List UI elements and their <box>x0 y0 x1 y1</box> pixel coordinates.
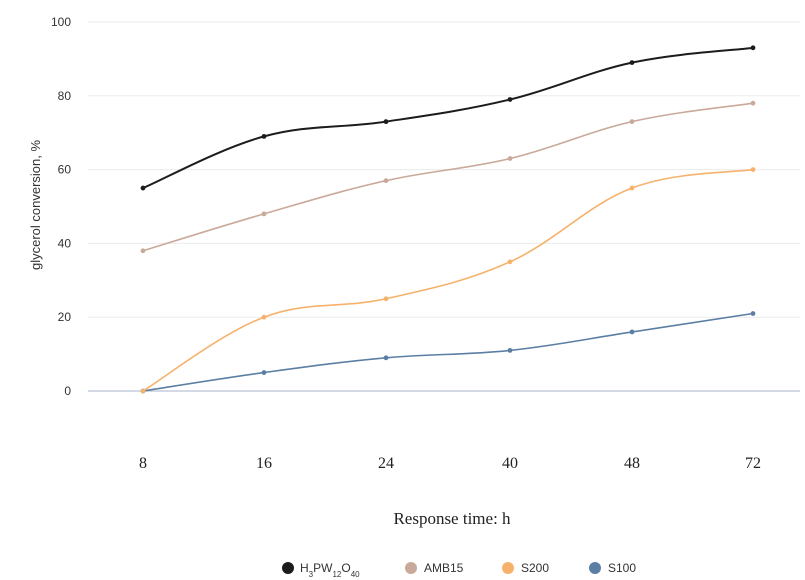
data-point-s200 <box>140 388 146 394</box>
x-tick-label: 72 <box>745 455 761 472</box>
x-tick-label: 24 <box>378 455 394 472</box>
legend-marker <box>589 562 601 574</box>
y-axis-ticks: 0 20 40 60 80 100 <box>51 15 71 398</box>
data-point-s100 <box>261 370 267 375</box>
data-point-h3pw12o40 <box>140 185 146 191</box>
x-axis-title: Response time: h <box>393 509 511 528</box>
data-point-amb15 <box>383 178 389 184</box>
y-tick-label: 100 <box>51 15 71 29</box>
data-point-s100 <box>750 311 756 316</box>
x-tick-label: 16 <box>256 455 272 472</box>
series-line-s200 <box>142 168 754 392</box>
legend-label: S100 <box>608 561 636 575</box>
data-point-h3pw12o40 <box>507 97 513 102</box>
y-axis-title: glycerol conversion, % <box>28 140 43 270</box>
legend-label: S200 <box>521 561 549 575</box>
data-point-s200 <box>507 259 513 265</box>
series-line-h3pw12o40 <box>142 46 754 189</box>
data-point-s200 <box>629 185 635 191</box>
x-tick-label: 40 <box>502 455 518 472</box>
series-line-s100 <box>142 312 754 392</box>
data-point-h3pw12o40 <box>383 119 389 125</box>
data-point-s100 <box>507 348 513 353</box>
data-point-h3pw12o40 <box>750 45 756 51</box>
legend-marker <box>405 562 417 574</box>
data-point-amb15 <box>629 119 635 125</box>
x-tick-label: 48 <box>624 455 640 472</box>
series-line-amb15 <box>142 102 754 252</box>
data-point-h3pw12o40 <box>261 133 267 139</box>
y-tick-label: 0 <box>64 384 71 398</box>
legend-marker <box>282 562 294 574</box>
series-lines <box>140 45 756 394</box>
y-tick-label: 40 <box>58 236 72 250</box>
data-point-amb15 <box>140 248 146 254</box>
x-axis-ticks: 8 16 24 40 48 72 <box>139 455 761 472</box>
data-point-s200 <box>750 167 756 173</box>
y-tick-label: 60 <box>58 163 72 177</box>
legend-label: H3PW12O40 <box>300 561 360 579</box>
legend: H3PW12O40 AMB15 S200 S100 <box>282 561 636 579</box>
data-point-s100 <box>383 355 389 361</box>
grid-lines <box>88 21 800 392</box>
y-tick-label: 80 <box>58 89 72 103</box>
data-point-amb15 <box>261 211 267 217</box>
data-point-amb15 <box>507 156 513 161</box>
data-point-h3pw12o40 <box>629 60 635 65</box>
data-point-s200 <box>383 296 389 302</box>
legend-label: AMB15 <box>424 561 464 575</box>
legend-marker <box>502 562 514 574</box>
data-point-s200 <box>261 314 267 320</box>
data-point-amb15 <box>750 100 756 106</box>
x-tick-label: 8 <box>139 455 147 472</box>
y-tick-label: 20 <box>58 310 72 324</box>
data-point-s100 <box>629 329 635 335</box>
